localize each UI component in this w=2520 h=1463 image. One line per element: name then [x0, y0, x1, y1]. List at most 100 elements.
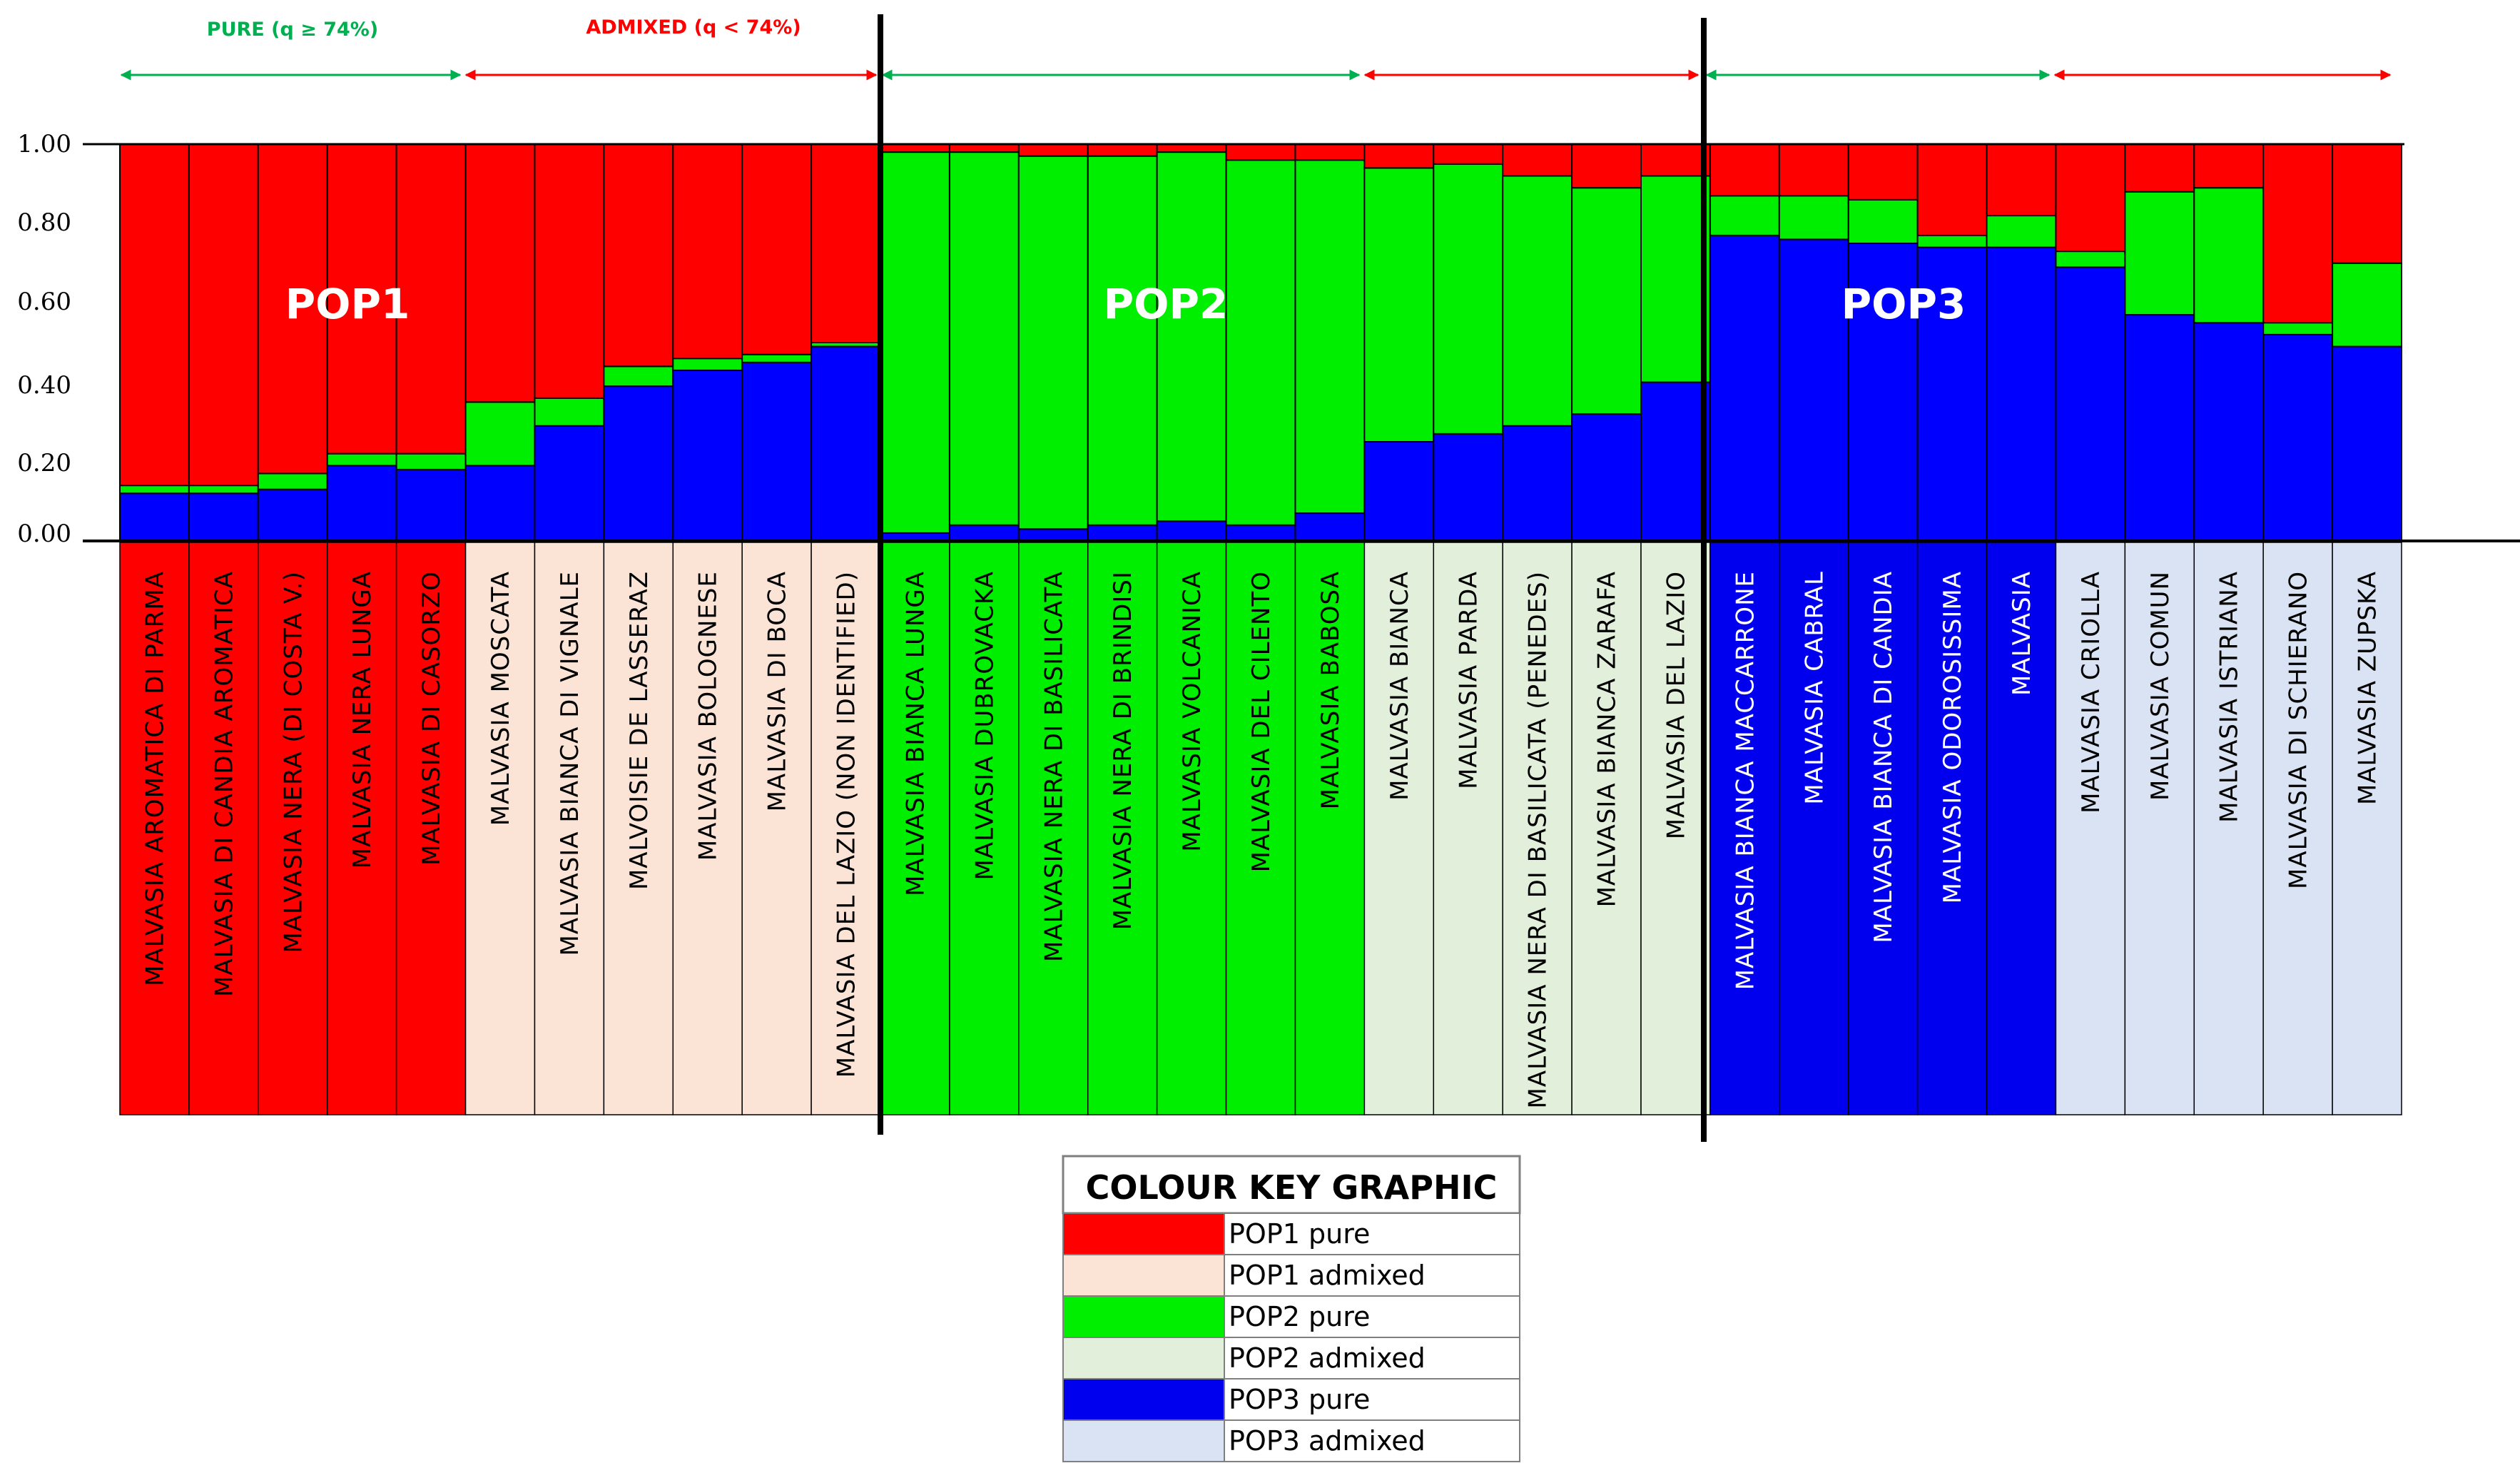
bar-segment-green — [741, 353, 813, 363]
pop3-label: POP3 — [1841, 280, 1966, 328]
bar-segment-red — [2193, 143, 2265, 189]
sample-name-cell — [1225, 542, 1296, 1115]
bar-segment-green — [257, 472, 328, 490]
bar-segment-red — [1294, 143, 1366, 161]
bar-segment-blue — [1087, 524, 1158, 542]
bar-segment-red — [1986, 143, 2057, 217]
sample-name-cell — [1571, 542, 1642, 1115]
bar-segment-red — [2055, 143, 2126, 253]
pure-header-label: PURE (q ≥ 74%) — [207, 19, 378, 41]
sample-name-label: MALVASIA BABOSA — [1316, 571, 1345, 809]
sample-name-cell — [1433, 542, 1503, 1115]
bar-segment-green — [119, 485, 190, 495]
bar-segment-red — [188, 143, 259, 487]
bar-segment-blue — [1225, 524, 1296, 542]
sample-name-cell — [1709, 542, 1780, 1115]
bar-segment-blue — [2262, 333, 2334, 542]
bar-segment-green — [1087, 155, 1158, 526]
legend-label: POP3 admixed — [1229, 1425, 1426, 1457]
bar-segment-green — [1294, 159, 1366, 515]
bar-segment-red — [1363, 143, 1435, 169]
bar-segment-red — [672, 143, 743, 360]
sample-name-label: MALVASIA BIANCA DI CANDIA — [1869, 571, 1898, 943]
sample-name-cell — [811, 542, 881, 1115]
sample-name-label: MALVASIA DI CANDIA AROMATICA — [210, 571, 238, 997]
bar-segment-blue — [741, 361, 813, 542]
sample-name-cell — [395, 542, 467, 1115]
bar-segment-red — [1225, 143, 1296, 161]
sample-name-cell — [1156, 542, 1227, 1115]
legend-label: POP3 pure — [1229, 1384, 1370, 1415]
bar-segment-red — [880, 143, 950, 153]
bar-segment-red — [948, 143, 1020, 153]
sample-name-label: MALVASIA BIANCA ZARAFA — [1593, 571, 1622, 907]
pop2-label: POP2 — [1104, 280, 1229, 328]
sample-name-label: MALVASIA ODOROSISSIMA — [1939, 571, 1967, 903]
legend-swatch — [1062, 1378, 1225, 1421]
bar-segment-blue — [119, 492, 190, 542]
sample-name-cell — [1847, 542, 1919, 1115]
bar-segment-green — [1571, 187, 1642, 415]
sample-name-label: MALVASIA ISTRIANA — [2215, 571, 2244, 823]
legend-label: POP2 pure — [1229, 1301, 1370, 1332]
sample-name-cell — [258, 542, 328, 1115]
sample-name-label: MALVASIA DEL LAZIO — [1662, 571, 1690, 839]
bar-segment-green — [1225, 159, 1296, 526]
sample-name-cell — [1640, 542, 1711, 1115]
bar-segment-blue — [1363, 441, 1435, 542]
bar-segment-green — [1778, 195, 1849, 241]
bar-segment-green — [1433, 163, 1504, 435]
bar-segment-green — [1156, 151, 1227, 522]
sample-name-cell — [326, 542, 397, 1115]
bar-segment-green — [1502, 175, 1573, 427]
sample-name-cell — [2332, 542, 2402, 1115]
sample-name-label: MALVASIA ZUPSKA — [2354, 571, 2382, 805]
bar-segment-blue — [811, 345, 882, 542]
sample-name-label: MALVASIA BIANCA LUNGA — [901, 571, 930, 896]
bar-segment-red — [1433, 143, 1504, 165]
pop1-label: POP1 — [285, 280, 410, 328]
legend-swatch — [1062, 1254, 1225, 1297]
y-tick-label: 0.80 — [17, 208, 71, 237]
bar-segment-red — [1847, 143, 1919, 201]
bar-segment-blue — [1986, 246, 2057, 542]
sample-name-cell — [2193, 542, 2264, 1115]
sample-name-cell — [672, 542, 743, 1115]
bar-segment-red — [1640, 143, 1711, 177]
sample-name-label: MALVASIA BIANCA — [1386, 571, 1414, 801]
bar-segment-green — [1986, 215, 2057, 248]
sample-name-label: MALVASIA BOLOGNESE — [694, 571, 723, 861]
bar-segment-red — [1156, 143, 1227, 153]
bar-segment-green — [188, 485, 259, 495]
bar-segment-green — [1017, 155, 1089, 530]
bar-segment-green — [2193, 187, 2265, 324]
bar-segment-blue — [1294, 512, 1366, 542]
bar-segment-red — [257, 143, 328, 475]
bar-segment-blue — [326, 465, 397, 542]
sample-name-label: MALVASIA DEL CILENTO — [1247, 571, 1276, 872]
sample-name-cell — [741, 542, 812, 1115]
bar-segment-blue — [2332, 345, 2402, 542]
admixed-header-label: ADMIXED (q < 74%) — [586, 16, 801, 39]
bar-segment-green — [1640, 175, 1711, 383]
bar-segment-green — [880, 151, 950, 534]
bars-group — [119, 143, 2402, 542]
sample-name-label: MALVOISIE DE LASSERAZ — [625, 571, 654, 890]
legend-rows: POP1 pure POP1 admixed POP2 pure POP2 admix… — [1062, 1213, 1520, 1462]
sample-name-label: MALVASIA MOSCATA — [487, 571, 515, 826]
bar-segment-blue — [188, 492, 259, 542]
bar-segment-green — [395, 452, 467, 470]
sample-name-cell — [1018, 542, 1089, 1115]
sample-name-cell — [2124, 542, 2195, 1115]
bar-segment-blue — [672, 369, 743, 542]
legend-label-cell — [1224, 1419, 1520, 1462]
y-tick-label: 0.40 — [17, 371, 71, 400]
bar-segment-red — [1087, 143, 1158, 157]
bar-segment-green — [672, 358, 743, 371]
sample-name-label: MALVASIA DEL LAZIO (NON IDENTIFIED) — [833, 571, 861, 1078]
sample-name-label: MALVASIA DUBROVACKA — [970, 571, 999, 880]
bar-segment-green — [1916, 234, 1988, 248]
sample-name-label: MALVASIA DI CASORZO — [417, 571, 446, 866]
y-tick-label: 0.00 — [17, 520, 71, 548]
